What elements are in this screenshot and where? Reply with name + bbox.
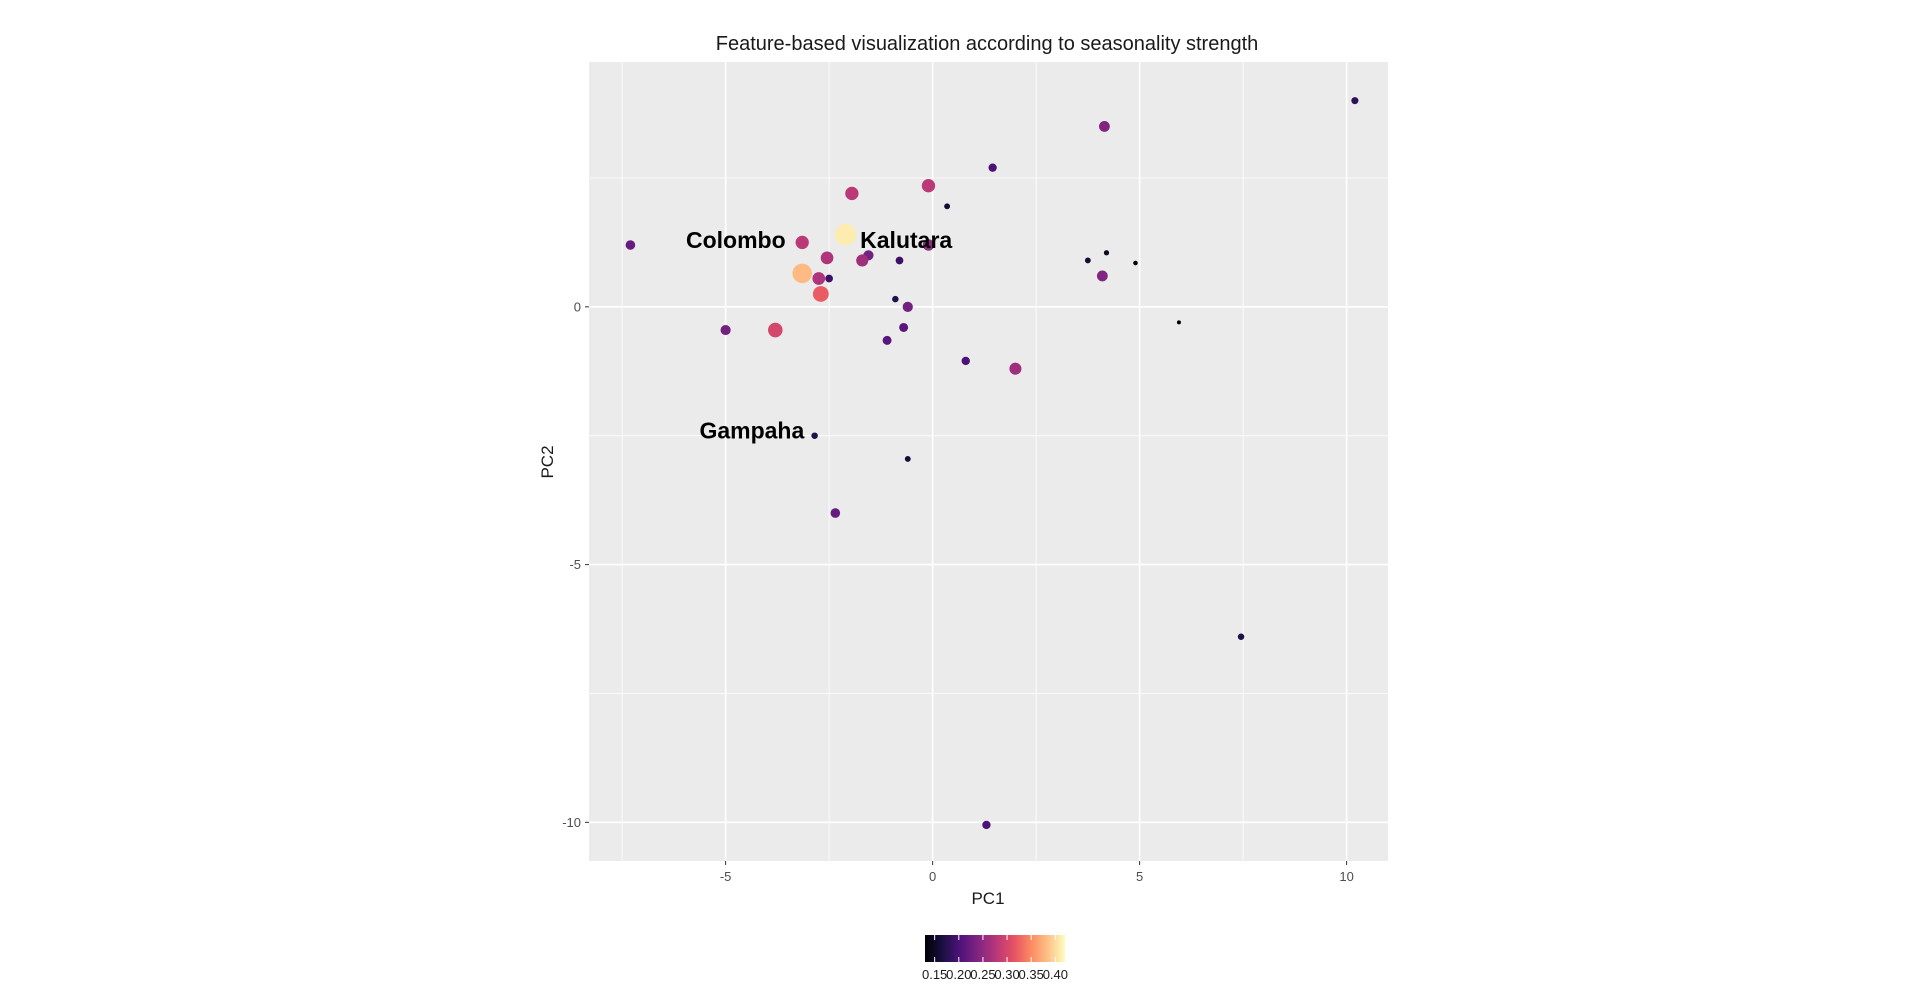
data-point xyxy=(820,251,834,265)
data-point xyxy=(812,272,826,285)
data-point xyxy=(1096,270,1108,282)
data-point xyxy=(856,254,869,267)
data-point xyxy=(921,179,936,193)
x-tick-label: 5 xyxy=(1136,869,1143,884)
grid-lines xyxy=(589,62,1388,861)
data-points xyxy=(625,97,1359,830)
data-point xyxy=(845,186,859,201)
data-point xyxy=(895,256,904,265)
data-point xyxy=(892,295,899,303)
data-point xyxy=(902,301,913,312)
point-annotation: Colombo xyxy=(686,227,786,253)
data-point xyxy=(904,455,911,462)
legend-tick-label: 0.25 xyxy=(970,967,995,982)
data-point xyxy=(768,322,783,338)
y-tick-label: 0 xyxy=(574,299,581,314)
plot-panel xyxy=(589,62,1388,861)
data-point xyxy=(834,223,857,246)
legend-tick-label: 0.20 xyxy=(946,967,971,982)
data-point xyxy=(625,240,636,250)
data-point xyxy=(792,263,812,284)
data-point xyxy=(1237,633,1245,641)
legend-tick-label: 0.30 xyxy=(994,967,1019,982)
data-point xyxy=(795,235,809,250)
point-annotations: Colombo Kalutara Gampaha xyxy=(686,227,952,444)
data-point xyxy=(720,324,731,336)
y-tick-label: -10 xyxy=(562,815,581,830)
x-axis-title: PC1 xyxy=(971,889,1004,908)
data-point xyxy=(899,322,909,332)
data-point xyxy=(1103,250,1110,256)
y-tick-label: -5 xyxy=(569,557,581,572)
legend-tick-label: 0.35 xyxy=(1019,967,1044,982)
data-point xyxy=(922,239,935,251)
data-point xyxy=(944,203,951,210)
data-point xyxy=(1351,97,1359,105)
data-point xyxy=(825,274,833,283)
data-point xyxy=(882,335,892,345)
data-point xyxy=(961,356,970,366)
point-annotation: Gampaha xyxy=(699,418,804,444)
point-annotation: Kalutara xyxy=(860,227,952,253)
x-tick-label: -5 xyxy=(720,869,732,884)
legend-tick-label: 0.40 xyxy=(1043,967,1068,982)
data-point xyxy=(1133,260,1138,266)
data-point xyxy=(811,432,818,439)
y-axis-title: PC2 xyxy=(538,445,557,478)
data-point xyxy=(830,508,841,518)
color-legend: 0.150.200.250.300.350.40 xyxy=(922,935,1068,982)
data-point xyxy=(812,286,829,302)
x-tick-label: 0 xyxy=(929,869,936,884)
data-point xyxy=(1084,257,1091,264)
data-point xyxy=(1099,121,1110,132)
data-point xyxy=(1176,320,1181,325)
color-legend-bar xyxy=(925,935,1065,962)
data-point xyxy=(982,820,991,830)
data-point xyxy=(1009,362,1022,375)
axis-ticks: -5 0 5 10 -10 -5 0 xyxy=(562,299,1354,884)
legend-tick-label: 0.15 xyxy=(922,967,947,982)
x-tick-label: 10 xyxy=(1339,869,1353,884)
data-point xyxy=(988,163,997,172)
chart-title: Feature-based visualization according to… xyxy=(716,33,1259,55)
